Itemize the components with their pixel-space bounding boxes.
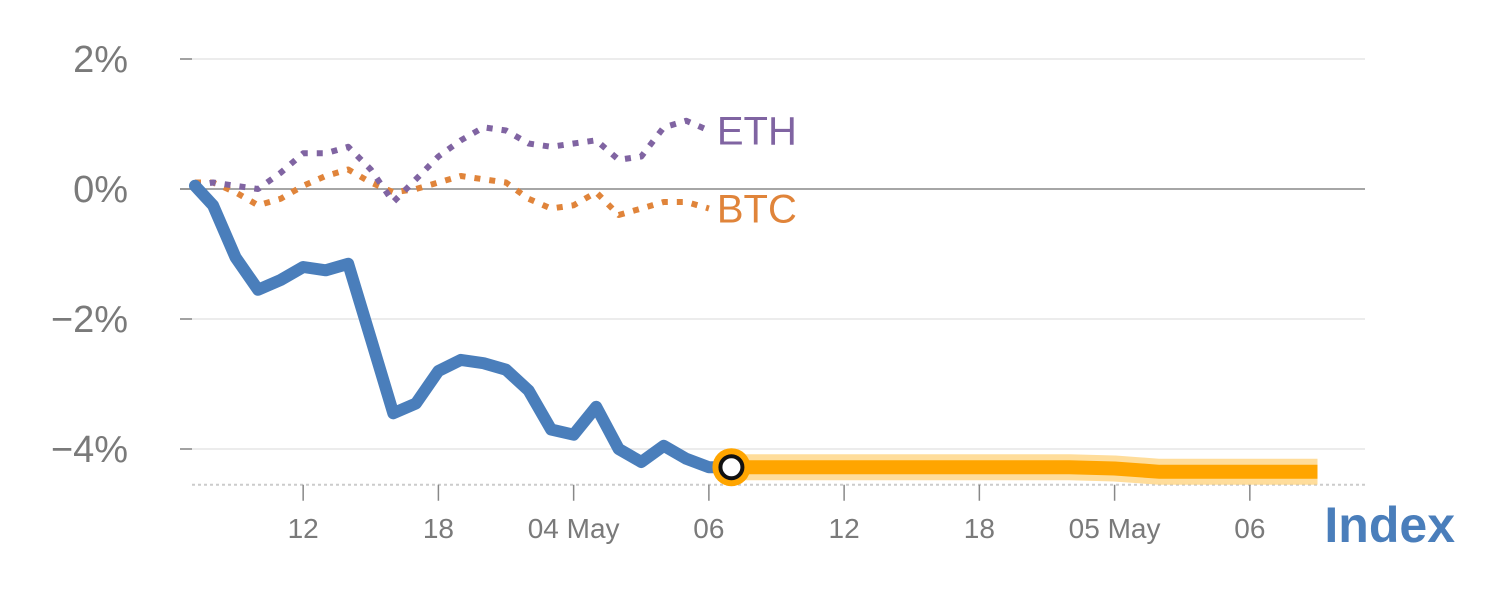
grid-layer xyxy=(180,58,1365,450)
series-label-btc: BTC xyxy=(717,188,797,232)
x-tick-label: 18 xyxy=(423,513,454,544)
projection-line xyxy=(731,460,1318,479)
series-layer xyxy=(189,117,1318,487)
y-tick-label: −2% xyxy=(51,299,128,341)
x-tick-label: 18 xyxy=(964,513,995,544)
x-tick-label: 12 xyxy=(829,513,860,544)
series-line-eth xyxy=(194,117,711,205)
x-tick-label: 06 xyxy=(693,513,724,544)
label-layer: ETH BTC Index xyxy=(717,110,1455,554)
x-tick-label: 06 xyxy=(1234,513,1265,544)
y-tick-label: 0% xyxy=(73,169,128,211)
index-label[interactable]: Index xyxy=(1324,497,1455,553)
series-label-eth: ETH xyxy=(717,110,797,154)
y-tick-label: 2% xyxy=(73,39,128,81)
current-marker-inner xyxy=(718,454,745,481)
x-tick-label: 05 May xyxy=(1069,513,1161,544)
series-line-index xyxy=(189,179,738,474)
y-tick-label: −4% xyxy=(51,429,128,471)
series-line-btc xyxy=(195,166,710,218)
x-tick-label: 04 May xyxy=(528,513,620,544)
axis-layer: 2% 0% −2% −4% 12 18 04 May 06 12 18 05 May 06 xyxy=(51,39,1365,544)
x-tick-label: 12 xyxy=(288,513,319,544)
